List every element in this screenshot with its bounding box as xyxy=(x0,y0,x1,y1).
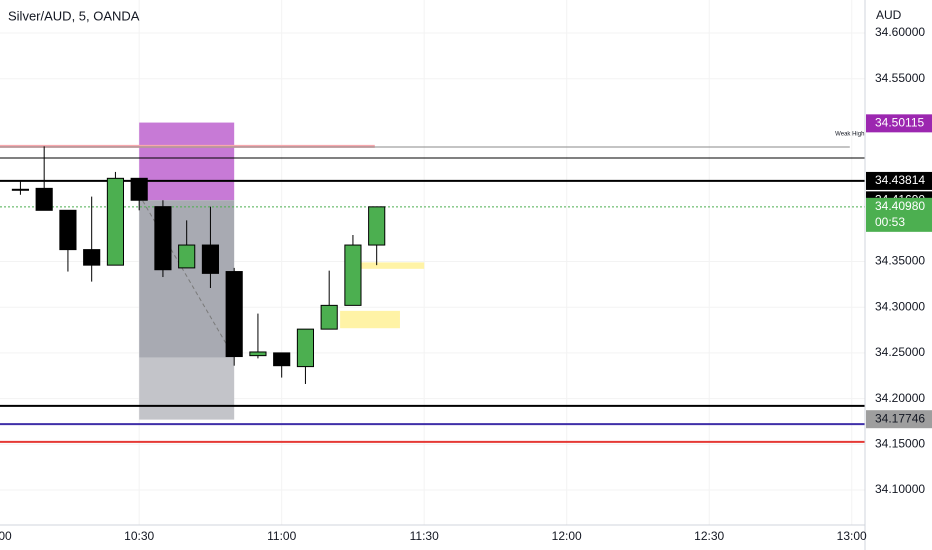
chart-title: Silver/AUD, 5, OANDA xyxy=(8,8,140,23)
zone-box xyxy=(139,357,235,420)
y-tick-label: 34.30000 xyxy=(875,299,925,313)
candle-body xyxy=(249,351,267,357)
y-tick-label: 34.25000 xyxy=(875,345,925,359)
candle-body xyxy=(59,209,77,251)
x-tick-label: 12:30 xyxy=(694,529,724,543)
price-tag-label: 34.50115 xyxy=(875,116,924,130)
x-tick-label: 13:00 xyxy=(837,529,867,543)
price-tag xyxy=(866,197,932,232)
y-tick-label: 34.15000 xyxy=(875,436,925,450)
candle-body xyxy=(35,187,53,211)
candle-body xyxy=(130,177,148,201)
candle-body xyxy=(106,177,125,266)
y-tick-label: 34.10000 xyxy=(875,482,925,496)
candle-body xyxy=(320,304,338,330)
y-tick-label: 34.55000 xyxy=(875,71,925,85)
candle-body xyxy=(201,244,220,274)
x-tick-label: 11:00 xyxy=(267,529,296,543)
price-tag xyxy=(866,410,932,429)
candle-body xyxy=(178,244,196,269)
price-tag xyxy=(866,171,932,190)
price-tag-label: 34.40980 xyxy=(875,199,925,213)
candle-body xyxy=(344,244,362,306)
candle-body xyxy=(273,352,291,367)
zone-box xyxy=(340,310,400,329)
countdown: 00:53 xyxy=(875,215,905,229)
plot-area: Weak High xyxy=(0,0,865,525)
price-tag-label: 34.17746 xyxy=(875,411,925,425)
axes: 34.10000 34.15000 34.20000 34.25000 34.30000… xyxy=(0,25,932,543)
candle-body xyxy=(83,249,101,266)
x-tick-label: 10:00 xyxy=(0,529,12,543)
x-tick-label: 11:30 xyxy=(410,529,439,543)
candle-body xyxy=(296,328,315,368)
y-axis-label: AUD xyxy=(876,8,902,22)
y-tick-label: 34.35000 xyxy=(875,254,925,268)
candle-body xyxy=(11,188,30,191)
zone-box xyxy=(139,122,235,201)
candle-body xyxy=(368,206,386,246)
candle-body xyxy=(225,271,243,358)
price-tag xyxy=(866,114,932,133)
y-tick-label: 34.60000 xyxy=(875,25,925,39)
x-tick-label: 12:00 xyxy=(552,529,582,543)
zone-box xyxy=(348,262,425,269)
candle-body xyxy=(154,206,172,271)
level-label: Weak High xyxy=(835,132,864,138)
y-tick-label: 34.20000 xyxy=(875,391,925,405)
price-tag-label: 34.43814 xyxy=(875,173,925,187)
x-tick-label: 10:30 xyxy=(124,529,154,543)
